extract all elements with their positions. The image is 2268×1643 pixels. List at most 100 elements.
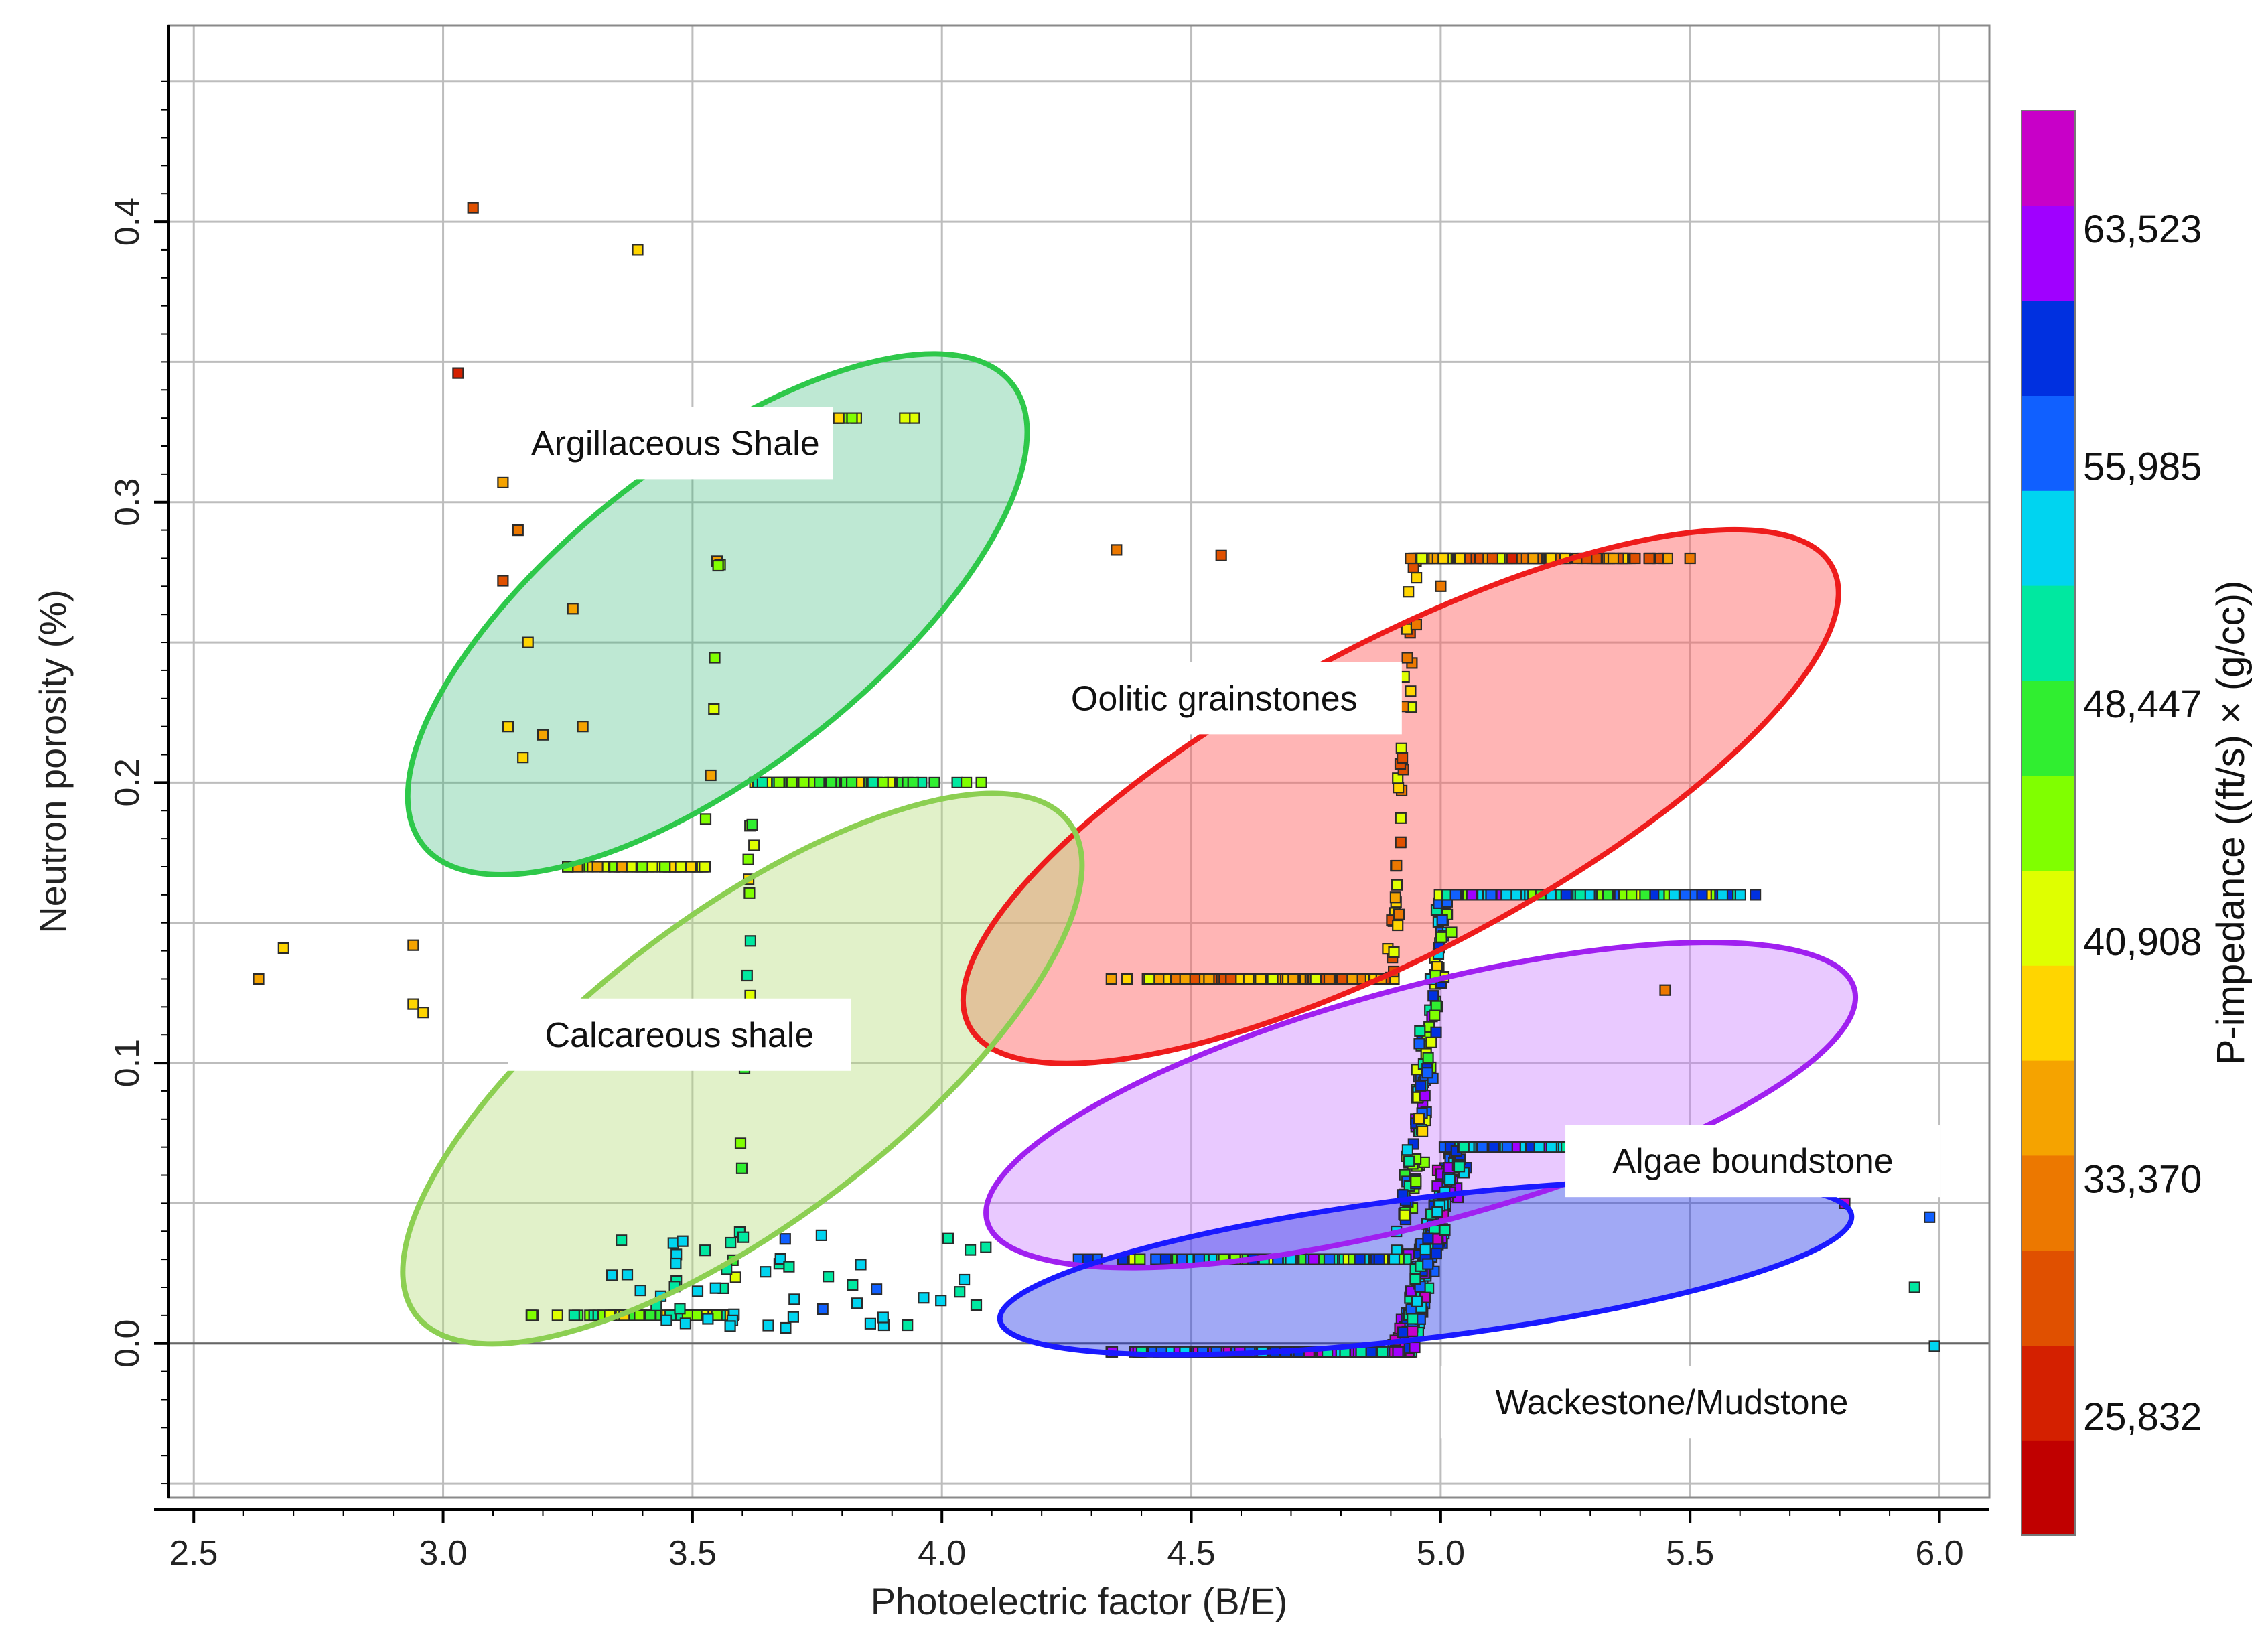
- data-point: [616, 861, 628, 873]
- data-point: [787, 1311, 800, 1323]
- data-point: [1159, 1253, 1172, 1265]
- data-point: [1410, 1175, 1422, 1188]
- data-point: [625, 861, 637, 873]
- data-point: [1179, 973, 1191, 985]
- x-tick-label: 3.0: [419, 1534, 467, 1573]
- data-point: [1176, 1253, 1188, 1265]
- data-point: [1409, 1341, 1421, 1354]
- data-point: [1267, 973, 1279, 985]
- data-point: [743, 887, 756, 899]
- data-point: [1436, 914, 1448, 926]
- colorbar-segment: [2022, 1060, 2075, 1156]
- data-point: [1750, 889, 1762, 901]
- data-point: [537, 729, 549, 741]
- data-point: [954, 1286, 966, 1298]
- data-point: [705, 769, 717, 782]
- data-point: [1602, 889, 1614, 901]
- plot-area: [169, 25, 1989, 1498]
- data-point: [1134, 1253, 1146, 1265]
- data-point: [699, 1244, 711, 1257]
- data-point: [677, 1235, 689, 1247]
- data-point: [735, 1162, 748, 1174]
- data-point: [855, 1259, 867, 1271]
- data-point: [1545, 1141, 1557, 1153]
- data-point: [1391, 879, 1403, 891]
- data-point: [1924, 1211, 1936, 1223]
- data-point: [1430, 1247, 1442, 1260]
- data-point: [708, 703, 720, 715]
- data-point: [660, 1314, 672, 1326]
- data-point: [1411, 1295, 1423, 1307]
- data-point: [1143, 973, 1155, 985]
- data-point: [815, 1229, 828, 1242]
- data-point: [1407, 1313, 1419, 1325]
- data-point: [1430, 1026, 1442, 1038]
- data-point: [864, 1317, 877, 1330]
- data-point: [591, 861, 604, 873]
- data-point: [606, 1269, 618, 1281]
- data-point: [1527, 552, 1539, 565]
- colorbar-segment: [2022, 965, 2075, 1061]
- zone-label: Calcareous shale: [508, 998, 851, 1071]
- y-tick-label: 0.3: [108, 478, 147, 526]
- data-point: [502, 721, 514, 733]
- data-point: [970, 1299, 983, 1311]
- data-point: [517, 752, 529, 764]
- data-point: [1429, 1009, 1441, 1021]
- data-point: [685, 861, 697, 873]
- data-point: [1425, 1036, 1437, 1048]
- data-point: [1395, 742, 1407, 754]
- data-point: [1414, 1025, 1426, 1037]
- data-point: [1453, 1161, 1466, 1173]
- data-point: [1405, 685, 1417, 697]
- data-point: [1510, 889, 1522, 901]
- data-point: [467, 202, 479, 214]
- zone-label: Oolitic grainstones: [1026, 662, 1402, 735]
- data-point: [899, 412, 911, 424]
- data-point: [1445, 926, 1458, 938]
- zone-label: Argillaceous Shale: [518, 407, 833, 480]
- data-point: [1323, 973, 1336, 985]
- data-point: [877, 776, 889, 789]
- data-point: [1415, 1080, 1427, 1092]
- y-tick-label: 0.4: [108, 198, 147, 246]
- data-point: [1255, 973, 1267, 985]
- data-point: [634, 1284, 646, 1297]
- colorbar: 63,523 55,985 48,447 40,908 33,370 25,832 P-im…: [2021, 110, 2253, 1536]
- colorbar-segment: [2022, 1155, 2075, 1251]
- data-point: [1607, 552, 1620, 565]
- data-point: [773, 776, 785, 789]
- data-point: [253, 973, 265, 985]
- colorbar-segment: [2022, 395, 2075, 491]
- data-point: [845, 776, 858, 789]
- data-point: [877, 1311, 889, 1324]
- data-point: [744, 935, 757, 947]
- data-point: [1659, 984, 1671, 996]
- data-point: [1626, 889, 1638, 901]
- data-point: [1407, 561, 1419, 574]
- data-point: [1391, 859, 1403, 872]
- data-point: [1413, 1038, 1425, 1050]
- y-tick-label: 0.1: [108, 1039, 147, 1087]
- data-point: [902, 1319, 914, 1332]
- data-point: [1403, 586, 1415, 598]
- data-point: [980, 1241, 992, 1253]
- data-point: [1437, 552, 1449, 565]
- data-point: [762, 1319, 774, 1332]
- data-point: [1908, 1281, 1920, 1293]
- data-point: [908, 412, 920, 424]
- data-point: [526, 1309, 538, 1321]
- colorbar-tick-label: 25,832: [2083, 1395, 2202, 1439]
- data-point: [975, 776, 987, 789]
- data-point: [1454, 552, 1466, 565]
- zone-fill: [963, 529, 1839, 1064]
- data-point: [1395, 836, 1407, 848]
- data-point: [1405, 552, 1417, 565]
- data-point: [497, 476, 509, 489]
- data-point: [1376, 1346, 1389, 1358]
- zone-label-text: Calcareous shale: [545, 1016, 814, 1055]
- data-point: [616, 1234, 628, 1246]
- data-point: [417, 1007, 429, 1019]
- data-point: [958, 1273, 971, 1286]
- data-point: [699, 861, 711, 873]
